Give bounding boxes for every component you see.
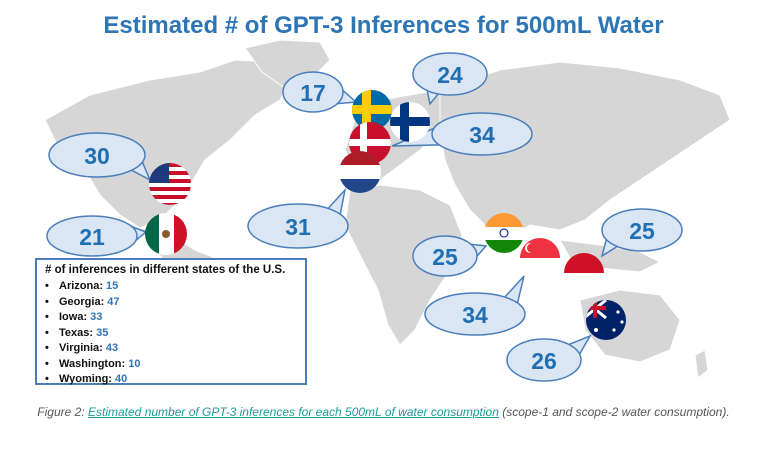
bubble-fill <box>249 205 347 247</box>
legend-value: 47 <box>104 295 120 308</box>
legend-value: 15 <box>103 280 119 292</box>
bubble-fill <box>433 114 531 154</box>
bubble-australia: 26 <box>506 334 592 382</box>
australia-flag <box>586 300 626 340</box>
bubble-fill <box>48 217 136 255</box>
bubble-value-mexico: 21 <box>79 224 105 250</box>
legend-state: Washington: <box>59 357 126 370</box>
indonesia-flag <box>564 253 604 293</box>
legend-value: 40 <box>111 373 128 385</box>
finland-flag <box>390 102 430 142</box>
bubble-india: 25 <box>412 235 488 277</box>
bubble-fill <box>426 294 524 334</box>
bubble-fill <box>414 54 486 94</box>
legend-item: Wyoming: 40 <box>45 372 297 388</box>
legend-state: Texas: <box>59 326 94 339</box>
bubble-value-singapore: 34 <box>462 302 488 328</box>
bubble-usa: 30 <box>48 132 152 182</box>
caption-suffix: (scope-1 and scope-2 water consumption). <box>498 405 730 419</box>
page-title: Estimated # of GPT-3 Inferences for 500m… <box>103 12 664 39</box>
bubble-value-netherlands: 31 <box>285 214 311 240</box>
usa-flag <box>149 163 191 205</box>
legend-item: Virginia: 43 <box>45 341 297 357</box>
bubble-fill <box>603 210 681 250</box>
legend-title: # of inferences in different states of t… <box>45 264 286 276</box>
bubble-mexico: 21 <box>46 215 148 257</box>
bubble-value-usa: 30 <box>84 143 110 169</box>
bubble-fill <box>414 237 476 275</box>
bubble-finland: 24 <box>412 52 488 106</box>
bubble-fill <box>50 134 144 176</box>
bubble-fill <box>508 340 580 380</box>
figure-caption: Figure 2: Estimated number of GPT-3 infe… <box>0 403 767 422</box>
bubble-value-sweden: 17 <box>300 80 326 106</box>
legend-list: Arizona: 15Georgia: 47Iowa: 33Texas: 35V… <box>45 279 297 388</box>
singapore-flag <box>520 238 560 278</box>
legend-value: 33 <box>87 311 103 323</box>
bubble-value-finland: 24 <box>437 62 463 88</box>
legend-state: Virginia: <box>59 342 103 354</box>
india-flag <box>484 213 524 253</box>
bubble-sweden: 17 <box>282 71 358 113</box>
legend-item: Georgia: 47 <box>45 295 297 311</box>
bubble-value-indonesia: 25 <box>629 218 655 244</box>
caption-link[interactable]: Estimated number of GPT-3 inferences for… <box>88 405 499 419</box>
us-states-legend: # of inferences in different states of t… <box>35 258 307 385</box>
legend-state: Arizona: <box>59 280 103 292</box>
legend-item: Texas: 35 <box>45 326 297 342</box>
legend-value: 43 <box>102 342 119 354</box>
legend-state: Iowa: <box>59 311 88 323</box>
legend-item: Iowa: 33 <box>45 310 297 326</box>
legend-item: Washington: 10 <box>45 357 297 373</box>
bubble-netherlands: 31 <box>247 187 349 249</box>
caption-prefix: Figure 2: <box>37 405 88 419</box>
bubble-value-australia: 26 <box>531 348 557 374</box>
legend-state: Georgia: <box>59 295 105 308</box>
netherlands-flag <box>339 151 381 193</box>
bubble-fill <box>284 73 342 111</box>
bubble-value-denmark: 34 <box>469 122 495 148</box>
bubble-value-india: 25 <box>432 244 458 270</box>
legend-state: Wyoming: <box>59 373 112 385</box>
mexico-flag <box>145 213 187 255</box>
bubble-indonesia: 25 <box>600 208 683 258</box>
bubble-singapore: 34 <box>424 275 526 336</box>
legend-value: 35 <box>93 326 109 339</box>
legend-value: 10 <box>125 357 141 370</box>
legend-item: Arizona: 15 <box>45 279 297 295</box>
